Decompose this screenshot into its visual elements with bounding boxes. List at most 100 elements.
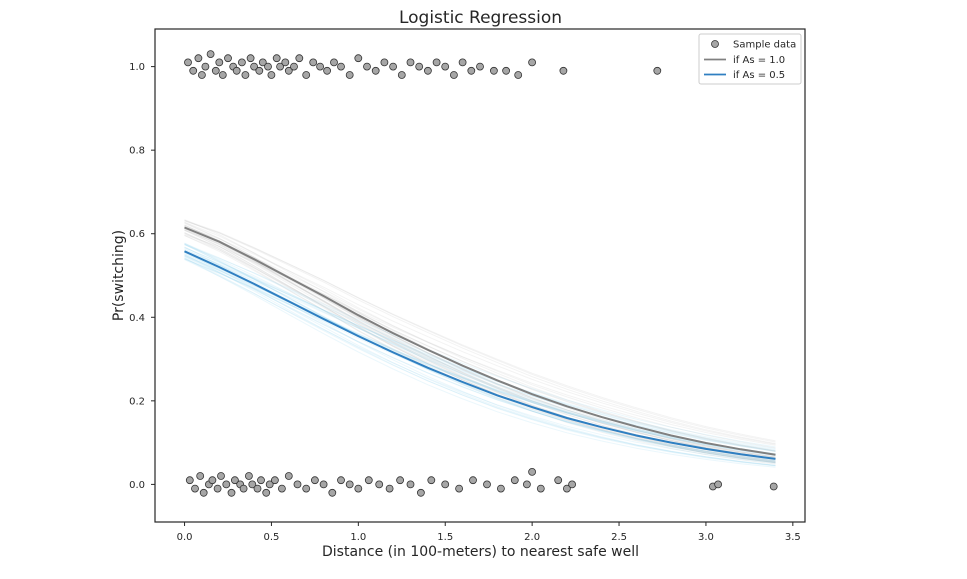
y-tick-label: 0.4 bbox=[129, 313, 145, 324]
x-tick-label: 3.5 bbox=[785, 532, 801, 543]
y-tick-label: 0.0 bbox=[129, 480, 145, 491]
sample-point bbox=[258, 58, 267, 67]
y-tick-label: 0.8 bbox=[129, 146, 145, 157]
posterior-sample-curve bbox=[184, 257, 776, 468]
legend-label-as-1: if As = 1.0 bbox=[733, 55, 785, 66]
sample-point bbox=[345, 71, 354, 79]
x-tick-label: 2.5 bbox=[611, 532, 627, 543]
posterior-sample-curve bbox=[184, 220, 776, 445]
legend-marker-sample bbox=[711, 40, 719, 48]
legend-label-as-05: if As = 0.5 bbox=[733, 70, 785, 81]
sample-point bbox=[248, 480, 257, 489]
sample-point bbox=[653, 66, 662, 75]
sample-point bbox=[563, 484, 571, 493]
y-axis-ticks: 0.0 0.2 0.4 0.6 0.8 1.0 bbox=[129, 62, 155, 491]
posterior-sample-curve bbox=[184, 251, 776, 452]
plot-area-frame bbox=[154, 28, 806, 523]
posterior-sample-curve bbox=[184, 232, 776, 463]
sample-point bbox=[215, 58, 224, 67]
posterior-sample-curve bbox=[184, 229, 776, 464]
x-tick-label: 3.0 bbox=[698, 532, 714, 543]
posterior-sample-curve bbox=[184, 234, 776, 459]
sample-point bbox=[208, 476, 217, 485]
sample-point bbox=[206, 50, 215, 58]
posterior-sample-curve bbox=[184, 221, 776, 452]
sample-point bbox=[441, 62, 450, 71]
legend-box bbox=[698, 33, 802, 85]
posterior-sample-curve bbox=[184, 243, 776, 457]
chart-title: Logistic Regression bbox=[399, 8, 562, 28]
sample-point bbox=[316, 62, 325, 71]
sample-point bbox=[528, 467, 536, 476]
sample-point bbox=[270, 476, 279, 485]
sample-point bbox=[371, 66, 380, 75]
sample-point bbox=[237, 58, 246, 67]
sample-point bbox=[293, 480, 302, 489]
posterior-sample-curve bbox=[184, 232, 776, 462]
posterior-sample-curve bbox=[184, 227, 776, 452]
sample-point bbox=[406, 58, 415, 67]
sample-point bbox=[253, 484, 262, 493]
sample-point bbox=[255, 66, 264, 75]
sample-point bbox=[714, 480, 722, 489]
sample-point bbox=[337, 476, 345, 485]
sample-point bbox=[363, 62, 371, 71]
sample-point bbox=[232, 66, 241, 75]
posterior-sample-curve bbox=[184, 256, 776, 462]
sample-point bbox=[375, 480, 384, 489]
sample-point bbox=[345, 480, 354, 489]
sample-point bbox=[290, 62, 298, 71]
sample-point bbox=[191, 484, 199, 493]
posterior-sample-curve bbox=[184, 259, 776, 464]
sample-point bbox=[211, 66, 220, 75]
sample-point bbox=[217, 472, 225, 480]
y-tick-label: 0.2 bbox=[129, 396, 145, 407]
sample-point bbox=[309, 58, 318, 67]
posterior-sample-curve bbox=[184, 224, 776, 464]
posterior-sample-curve bbox=[184, 242, 776, 463]
sample-point bbox=[423, 66, 432, 75]
sample-point bbox=[467, 66, 476, 75]
posterior-sample-curve bbox=[184, 250, 776, 449]
posterior-sample-curve bbox=[184, 224, 776, 463]
sample-point bbox=[222, 480, 231, 489]
sample-point bbox=[185, 476, 194, 485]
sample-point bbox=[227, 488, 236, 497]
x-axis-label: Distance (in 100-meters) to nearest safe… bbox=[322, 544, 639, 560]
y-tick-label: 0.6 bbox=[129, 229, 145, 240]
sample-point bbox=[432, 58, 441, 67]
sample-point bbox=[197, 71, 206, 79]
sample-point bbox=[397, 71, 406, 79]
y-tick-label: 1.0 bbox=[129, 62, 145, 73]
sample-point bbox=[559, 66, 568, 75]
sample-point bbox=[427, 476, 436, 485]
sample-point bbox=[213, 484, 222, 493]
sample-point bbox=[536, 484, 545, 493]
sample-point bbox=[330, 58, 338, 67]
sample-point bbox=[284, 472, 293, 480]
sample-point bbox=[184, 58, 192, 67]
sample-point bbox=[496, 484, 505, 493]
sample-point bbox=[469, 476, 477, 485]
posterior-sample-curve bbox=[184, 226, 776, 445]
posterior-sample-curve bbox=[184, 243, 776, 463]
sample-point bbox=[389, 62, 398, 71]
sample-point bbox=[281, 58, 290, 67]
sample-point bbox=[284, 66, 293, 75]
sample-point bbox=[239, 484, 248, 493]
sample-point bbox=[458, 58, 467, 67]
posterior-sample-curve bbox=[184, 243, 776, 463]
sample-point bbox=[319, 480, 328, 489]
sample-point bbox=[196, 472, 205, 480]
sample-point bbox=[277, 484, 286, 493]
sample-point bbox=[449, 71, 458, 79]
posterior-sample-curve bbox=[184, 232, 776, 465]
sample-point bbox=[502, 66, 511, 75]
sample-point bbox=[272, 54, 281, 63]
sample-point bbox=[224, 54, 232, 63]
posterior-sample-curve bbox=[184, 244, 776, 448]
sample-point bbox=[201, 62, 210, 71]
sample-point bbox=[510, 476, 519, 485]
sample-point bbox=[354, 54, 363, 63]
